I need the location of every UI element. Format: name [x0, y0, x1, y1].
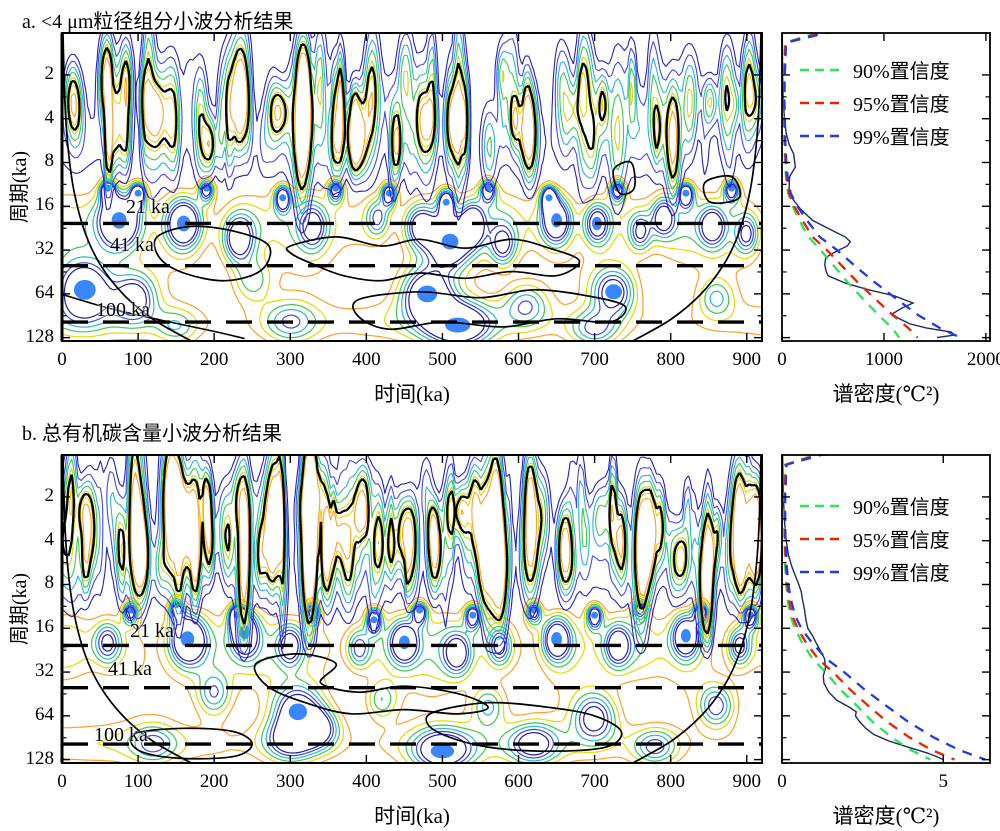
x-tick-label: 0 — [57, 771, 67, 792]
legend-item: 90%置信度 — [800, 489, 986, 522]
legend-item: 99%置信度 — [800, 119, 986, 152]
wavelet-plot-a — [62, 33, 762, 341]
x-tick-label: 600 — [504, 771, 533, 792]
y-tick-label: 16 — [35, 194, 54, 216]
confidence-curve-99%置信度 — [783, 33, 961, 339]
y-tick-label: 32 — [35, 660, 54, 682]
x-tick-label: 100 — [123, 349, 153, 370]
legend-dash-swatch — [800, 570, 844, 573]
y-tick-label: 8 — [44, 150, 55, 172]
panel-a-100ka-label: 100 ka — [96, 299, 150, 321]
x-tick-label: 300 — [276, 349, 305, 370]
panel-a-legend: 90%置信度 95%置信度 99%置信度 — [800, 53, 986, 152]
spectrum-plot-b — [782, 455, 986, 761]
confidence-curve-90%置信度 — [782, 33, 901, 339]
x-tick-label: 400 — [352, 771, 381, 792]
y-tick-label: 4 — [44, 528, 55, 550]
x-tick-label: 700 — [580, 349, 609, 370]
x-tick-label: 900 — [732, 349, 762, 370]
legend-item: 95%置信度 — [800, 86, 986, 119]
panel-b-x-axis-label: 时间(ka) — [374, 804, 450, 828]
legend-label: 99%置信度 — [853, 563, 950, 585]
x-tick-label: 200 — [199, 349, 229, 370]
spectrum-curve-b — [782, 455, 944, 761]
y-tick-label: 2 — [44, 62, 55, 84]
y-tick-label: 128 — [25, 325, 55, 347]
spectrum-x-tick-label: 1000 — [864, 349, 903, 370]
y-tick-label: 16 — [35, 616, 54, 638]
panel-b-41ka-label: 41 ka — [108, 658, 152, 680]
x-tick-label: 600 — [504, 349, 533, 370]
legend-label: 95%置信度 — [853, 530, 950, 552]
legend-dash-swatch — [800, 134, 844, 137]
x-tick-label: 400 — [352, 349, 381, 370]
panel-a-title: a. <4 μm粒径组分小波分析结果 — [22, 11, 294, 33]
x-tick-label: 100 — [123, 771, 153, 792]
panel-b-100ka-label: 100 ka — [94, 724, 148, 746]
legend-label: 95%置信度 — [853, 94, 950, 116]
panel-b-legend: 90%置信度 95%置信度 99%置信度 — [800, 489, 986, 588]
panel-a-spectrum-axis-label: 谱密度(℃²) — [832, 382, 940, 406]
y-tick-label: 4 — [44, 106, 55, 128]
panel-b-spectrum-axis-label: 谱密度(℃²) — [832, 804, 940, 828]
y-tick-label: 32 — [35, 238, 54, 260]
panel-a-41ka-label: 41 ka — [110, 234, 154, 256]
panel-a-x-axis-label: 时间(ka) — [374, 382, 450, 406]
legend-dash-swatch — [800, 537, 844, 540]
legend-dash-swatch — [800, 504, 844, 507]
y-tick-label: 64 — [35, 703, 54, 725]
legend-dash-swatch — [800, 68, 844, 71]
panel-a-21ka-label: 21 ka — [126, 196, 170, 218]
x-tick-label: 700 — [580, 771, 609, 792]
wavelet-plot-b — [62, 455, 762, 763]
spectrum-x-tick-label: 0 — [777, 771, 787, 792]
legend-item: 90%置信度 — [800, 53, 986, 86]
panel-b-title: b. 总有机碳含量小波分析结果 — [22, 423, 282, 445]
legend-item: 99%置信度 — [800, 555, 986, 588]
legend-label: 90%置信度 — [853, 497, 950, 519]
x-tick-label: 200 — [199, 771, 229, 792]
x-tick-label: 500 — [428, 349, 457, 370]
y-tick-label: 2 — [44, 484, 55, 506]
legend-item: 95%置信度 — [800, 522, 986, 555]
confidence-curve-99%置信度 — [784, 455, 986, 761]
spectrum-x-tick-label: 5 — [938, 771, 948, 792]
x-tick-label: 500 — [428, 771, 457, 792]
x-tick-label: 800 — [656, 349, 685, 370]
spectrum-plot-a — [782, 33, 961, 339]
y-tick-label: 8 — [44, 572, 55, 594]
x-tick-label: 800 — [656, 771, 685, 792]
x-tick-label: 900 — [732, 771, 762, 792]
spectrum-x-tick-label: 0 — [777, 349, 787, 370]
legend-label: 99%置信度 — [853, 127, 950, 149]
legend-dash-swatch — [800, 101, 844, 104]
y-tick-label: 64 — [35, 281, 54, 303]
x-tick-label: 0 — [57, 349, 67, 370]
y-tick-label: 128 — [25, 747, 55, 769]
legend-label: 90%置信度 — [853, 61, 950, 83]
panel-b-21ka-label: 21 ka — [130, 620, 174, 642]
x-tick-label: 300 — [276, 771, 305, 792]
